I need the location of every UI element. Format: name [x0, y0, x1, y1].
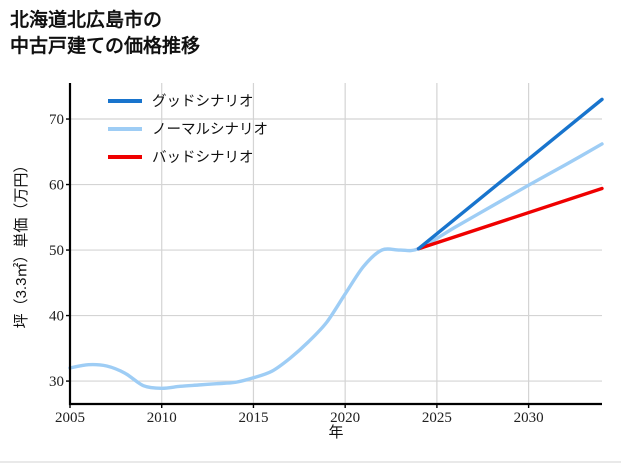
series-lines — [68, 97, 604, 390]
y-tick-labels: 30 40 50 60 70 — [49, 112, 70, 390]
axis-frame — [68, 83, 602, 406]
legend-label: バッドシナリオ — [152, 150, 254, 166]
x-tick-label: 2020 — [330, 410, 360, 426]
series-line — [416, 186, 604, 251]
y-tick-label: 60 — [49, 178, 64, 194]
x-tick-label: 2010 — [147, 410, 177, 426]
x-tick-label: 2015 — [238, 410, 268, 426]
y-gridlines — [70, 118, 602, 382]
chart-title-line-2: 中古戸建ての価格推移 — [10, 35, 201, 57]
y-tick-label: 70 — [49, 112, 64, 128]
series-line — [416, 97, 604, 251]
x-gridlines — [69, 83, 530, 404]
legend-label: ノーマルシナリオ — [152, 122, 268, 138]
y-tick-label: 40 — [49, 309, 64, 325]
x-tick-labels: 2005 2010 2015 2020 2025 2030 — [55, 404, 544, 426]
x-axis-title: 年 — [328, 424, 343, 441]
chart-title-line-1: 北海道北広島市の — [10, 10, 163, 31]
x-tick-label: 2005 — [55, 410, 85, 426]
y-axis-title: 坪（3.3㎡）単価（万円） — [13, 158, 30, 329]
series-line — [68, 142, 604, 390]
chart-title: 北海道北広島市の 中古戸建ての価格推移 — [10, 8, 200, 59]
x-tick-label: 2030 — [514, 410, 544, 426]
x-tick-label: 2025 — [422, 410, 452, 426]
legend-label: グッドシナリオ — [152, 93, 254, 110]
y-tick-label: 30 — [49, 374, 64, 390]
y-tick-label: 50 — [49, 243, 64, 259]
axis-spines — [0, 83, 621, 463]
